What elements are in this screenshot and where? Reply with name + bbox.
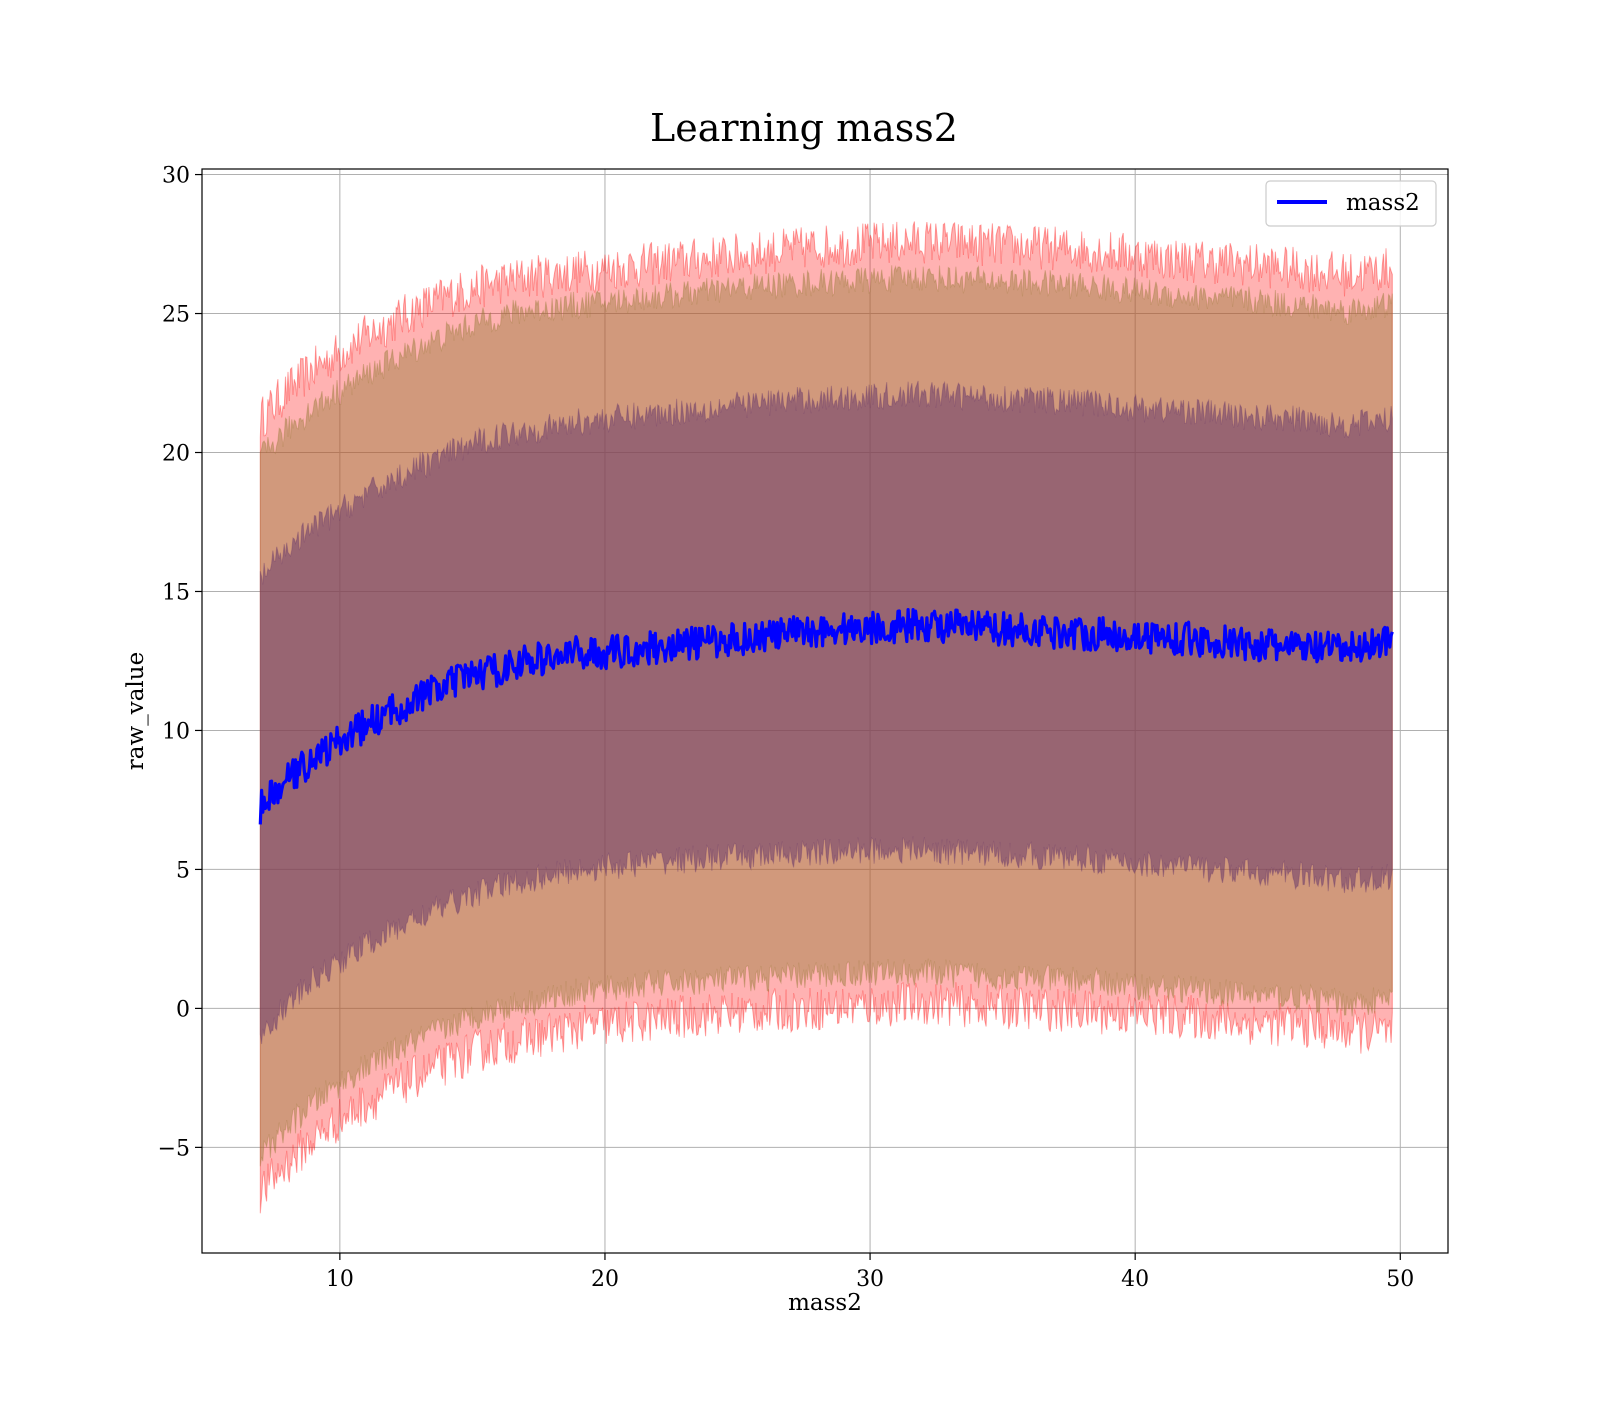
x-axis-label: mass2 [788, 1290, 862, 1316]
y-tick-label-1: 0 [176, 997, 190, 1022]
x-tick-label-2: 30 [856, 1267, 884, 1292]
x-tick-label-0: 10 [326, 1267, 354, 1292]
y-tick-label-5: 20 [162, 442, 190, 467]
legend-entry-mass2: mass2 [1346, 190, 1420, 216]
chart-title: Learning mass2 [650, 106, 958, 150]
y-tick-label-6: 25 [162, 303, 190, 328]
y-tick-label-0: −5 [158, 1136, 190, 1161]
line-layer [258, 608, 1394, 825]
x-tick-label-3: 40 [1121, 1267, 1149, 1292]
x-tick-label-1: 20 [591, 1267, 619, 1292]
series-line-mass2 [258, 608, 1394, 825]
y-axis-label: raw_value [123, 652, 149, 770]
y-tick-label-2: 5 [176, 858, 190, 883]
tick-layer: 10 20 30 40 50 −5 0 5 10 15 20 25 30 [158, 164, 1415, 1292]
y-tick-label-4: 15 [162, 580, 190, 605]
plot-frame [201, 168, 1449, 1254]
y-tick-label-7: 30 [162, 164, 190, 189]
legend: mass2 [1265, 180, 1437, 227]
x-tick-label-4: 50 [1386, 1267, 1414, 1292]
legend-box [1265, 180, 1437, 227]
band-layer [259, 221, 1393, 1214]
band-inner [259, 380, 1393, 1045]
y-tick-label-3: 10 [162, 719, 190, 744]
